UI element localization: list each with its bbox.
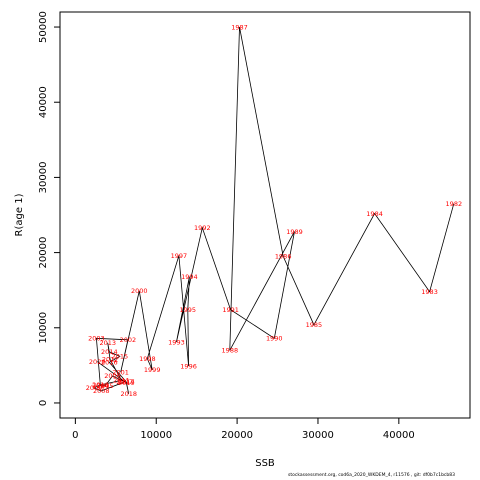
point-label-1993: 1993 [168,338,185,346]
point-label-1998: 1998 [139,355,156,363]
point-label-2008: 2008 [93,387,110,395]
point-label-2013: 2013 [99,339,116,347]
point-label-1996: 1996 [180,362,197,370]
point-label-1989: 1989 [286,228,303,236]
point-label-1997: 1997 [171,252,188,260]
point-label-2010: 2010 [92,381,109,389]
y-axis-title: R(age 1) [14,193,25,236]
point-label-2000: 2000 [131,287,148,295]
x-tick-label: 40000 [383,430,415,441]
y-tick-label: 0 [38,400,49,406]
y-tick-label: 50000 [38,11,49,43]
point-label-1999: 1999 [144,366,161,374]
point-label-2001: 2001 [112,368,129,376]
point-label-2017: 2017 [118,378,135,386]
point-label-2011: 2011 [113,377,130,385]
point-label-1982: 1982 [446,200,463,208]
y-tick-label: 20000 [38,237,49,269]
y-axis: 0 10000 20000 30000 40000 50000 [38,11,61,406]
x-axis: 0 10000 20000 30000 40000 [72,417,415,441]
x-tick-label: 30000 [302,430,334,441]
footer-note: stockassessment.org, cod6a_2020_WKDEM_4,… [288,473,455,478]
point-labels: 1982 1983 1984 1985 1986 1987 1988 1989 1990 1991… [86,23,462,398]
point-label-2018: 2018 [120,390,137,398]
point-label-1991: 1991 [222,306,239,314]
x-tick-label: 20000 [221,430,253,441]
point-label-2002: 2002 [120,336,137,344]
point-label-2005: 2005 [97,382,114,390]
point-label-1994: 1994 [181,273,198,281]
y-tick-label: 30000 [38,162,49,194]
series-line [93,26,455,394]
x-axis-title: SSB [255,458,275,469]
point-label-2019: 2019 [118,379,135,387]
point-label-2015: 2015 [112,353,129,361]
point-label-2003: 2003 [88,335,105,343]
point-label-2007: 2007 [116,378,133,386]
point-label-1990: 1990 [266,335,283,343]
point-label-2004: 2004 [92,382,109,390]
point-label-1986: 1986 [275,253,292,261]
point-label-2016: 2016 [101,359,118,367]
point-label-1985: 1985 [306,321,323,329]
y-tick-label: 10000 [38,312,49,344]
x-tick-label: 10000 [140,430,172,441]
point-label-1987: 1987 [231,23,248,31]
y-tick-label: 40000 [38,86,49,118]
point-label-2012: 2012 [102,356,119,364]
point-label-2009: 2009 [86,384,103,392]
point-label-1995: 1995 [179,306,196,314]
point-label-2014: 2014 [101,348,118,356]
point-label-1992: 1992 [194,224,211,232]
x-tick-label: 0 [72,430,78,441]
point-label-2006: 2006 [104,372,121,380]
point-label-1984: 1984 [366,210,383,218]
point-label-2020: 2020 [89,358,106,366]
point-label-1983: 1983 [421,288,438,296]
point-label-1988: 1988 [222,347,239,355]
